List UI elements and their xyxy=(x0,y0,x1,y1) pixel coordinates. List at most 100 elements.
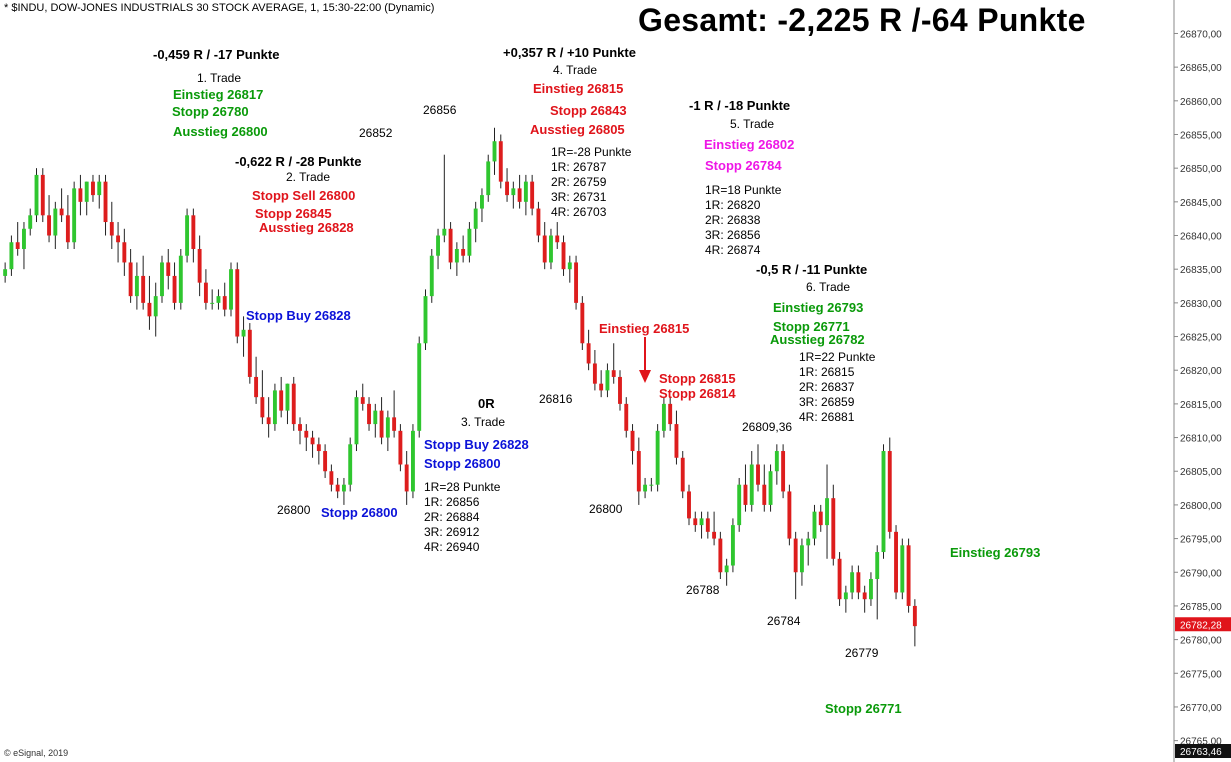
price-mark: 26788 xyxy=(686,583,720,597)
trade5-stop: Stopp 26784 xyxy=(705,158,782,173)
candle xyxy=(28,208,33,236)
trade1-result: -0,459 R / -17 Punkte xyxy=(153,47,280,62)
candle xyxy=(185,208,190,263)
candle-body-up xyxy=(473,208,478,229)
candle-body-down xyxy=(498,141,503,182)
candle-body-down xyxy=(912,605,917,627)
trade5-title: 5. Trade xyxy=(730,117,775,131)
candle xyxy=(134,262,139,310)
candle-body-down xyxy=(718,538,723,573)
candle xyxy=(354,390,359,452)
trade3-level: 2R: 26884 xyxy=(424,510,480,524)
trade6-level: 1R: 26815 xyxy=(799,365,855,379)
candle-body-down xyxy=(680,457,685,492)
candle xyxy=(869,572,873,606)
candle-body-down xyxy=(59,208,64,216)
candle xyxy=(624,397,629,438)
einstieg-mid: Einstieg 26815 xyxy=(599,321,690,336)
candle xyxy=(843,585,848,613)
candle-body-down xyxy=(222,296,227,310)
y-tick-label: 26795,00 xyxy=(1180,535,1222,546)
candle xyxy=(197,235,202,297)
candle-body-up xyxy=(385,417,390,438)
trade6-stop: Stopp 26771 xyxy=(773,319,850,334)
candle-body-down xyxy=(335,484,340,492)
y-tick-label: 26770,00 xyxy=(1180,703,1222,714)
candle xyxy=(329,464,334,492)
candle-body-up xyxy=(241,329,246,337)
candle xyxy=(737,477,742,532)
trade3-level: 1R: 26856 xyxy=(424,495,480,509)
candle-body-up xyxy=(97,181,102,196)
candle xyxy=(367,397,371,431)
candle-body-up xyxy=(486,161,491,196)
candle-body-down xyxy=(781,451,786,492)
candle-body-down xyxy=(837,558,842,600)
candle-body-down xyxy=(505,181,509,196)
candle xyxy=(103,174,108,236)
candle-body-down xyxy=(887,451,892,532)
candle-body-down xyxy=(122,242,127,263)
down-arrow-icon xyxy=(639,337,651,383)
candle-body-down xyxy=(693,518,698,526)
candle xyxy=(799,538,804,586)
candle xyxy=(812,504,817,546)
candle-body-up xyxy=(730,525,735,566)
candle-body-up xyxy=(875,552,880,579)
candle-body-up xyxy=(442,228,447,236)
candle xyxy=(335,477,340,499)
trade6-level: 2R: 26837 xyxy=(799,380,855,394)
trade5-level: 4R: 26874 xyxy=(705,243,761,257)
trade5-level: 3R: 26856 xyxy=(705,228,761,242)
trade6-exit: Ausstieg 26782 xyxy=(770,332,865,347)
candle xyxy=(141,255,146,310)
y-tick-label: 26860,00 xyxy=(1180,97,1222,108)
candle-body-down xyxy=(103,181,108,223)
candle-body-down xyxy=(787,491,792,539)
candle-body-up xyxy=(185,215,190,256)
trade5-result: -1 R / -18 Punkte xyxy=(689,98,791,113)
candle xyxy=(172,262,177,310)
candle xyxy=(436,228,440,270)
candle-body-down xyxy=(379,410,384,438)
candle xyxy=(72,181,77,249)
candle xyxy=(310,430,315,458)
candle-body-down xyxy=(235,269,240,337)
candle-body-down xyxy=(323,451,328,472)
y-tick-label: 26800,00 xyxy=(1180,501,1222,512)
bottom-price-tag xyxy=(1175,744,1231,758)
candle xyxy=(850,565,855,600)
candle-body-up xyxy=(134,275,139,297)
candle xyxy=(561,235,566,276)
trade2-stop: Stopp 26845 xyxy=(255,206,332,221)
trade2-title: 2. Trade xyxy=(286,170,331,184)
candle xyxy=(323,444,328,478)
candle xyxy=(97,174,102,209)
candle-body-up xyxy=(737,484,742,526)
candle xyxy=(373,403,378,438)
candle-body-down xyxy=(247,329,252,377)
trade1-title: 1. Trade xyxy=(197,71,242,85)
candle-body-down xyxy=(15,242,20,249)
candle-body-up xyxy=(411,430,415,492)
candle-body-up xyxy=(881,451,886,553)
candle xyxy=(599,370,604,398)
candle-body-down xyxy=(316,444,321,452)
candle-body-up xyxy=(3,269,8,276)
candle xyxy=(147,275,152,330)
candle xyxy=(15,222,20,256)
candle-body-up xyxy=(28,215,33,229)
candle xyxy=(128,248,133,303)
candle-body-up xyxy=(210,302,215,304)
candle-body-down xyxy=(116,235,121,243)
candle xyxy=(203,269,208,310)
candle xyxy=(84,181,89,216)
stopp-mid-1: Stopp 26815 xyxy=(659,371,736,386)
candle xyxy=(806,531,811,566)
y-tick-label: 26830,00 xyxy=(1180,299,1222,310)
candle-body-up xyxy=(699,518,704,526)
candle-body-down xyxy=(611,370,616,377)
candle xyxy=(486,154,491,202)
candle-body-up xyxy=(354,397,359,445)
price-mark: 26784 xyxy=(767,614,801,628)
